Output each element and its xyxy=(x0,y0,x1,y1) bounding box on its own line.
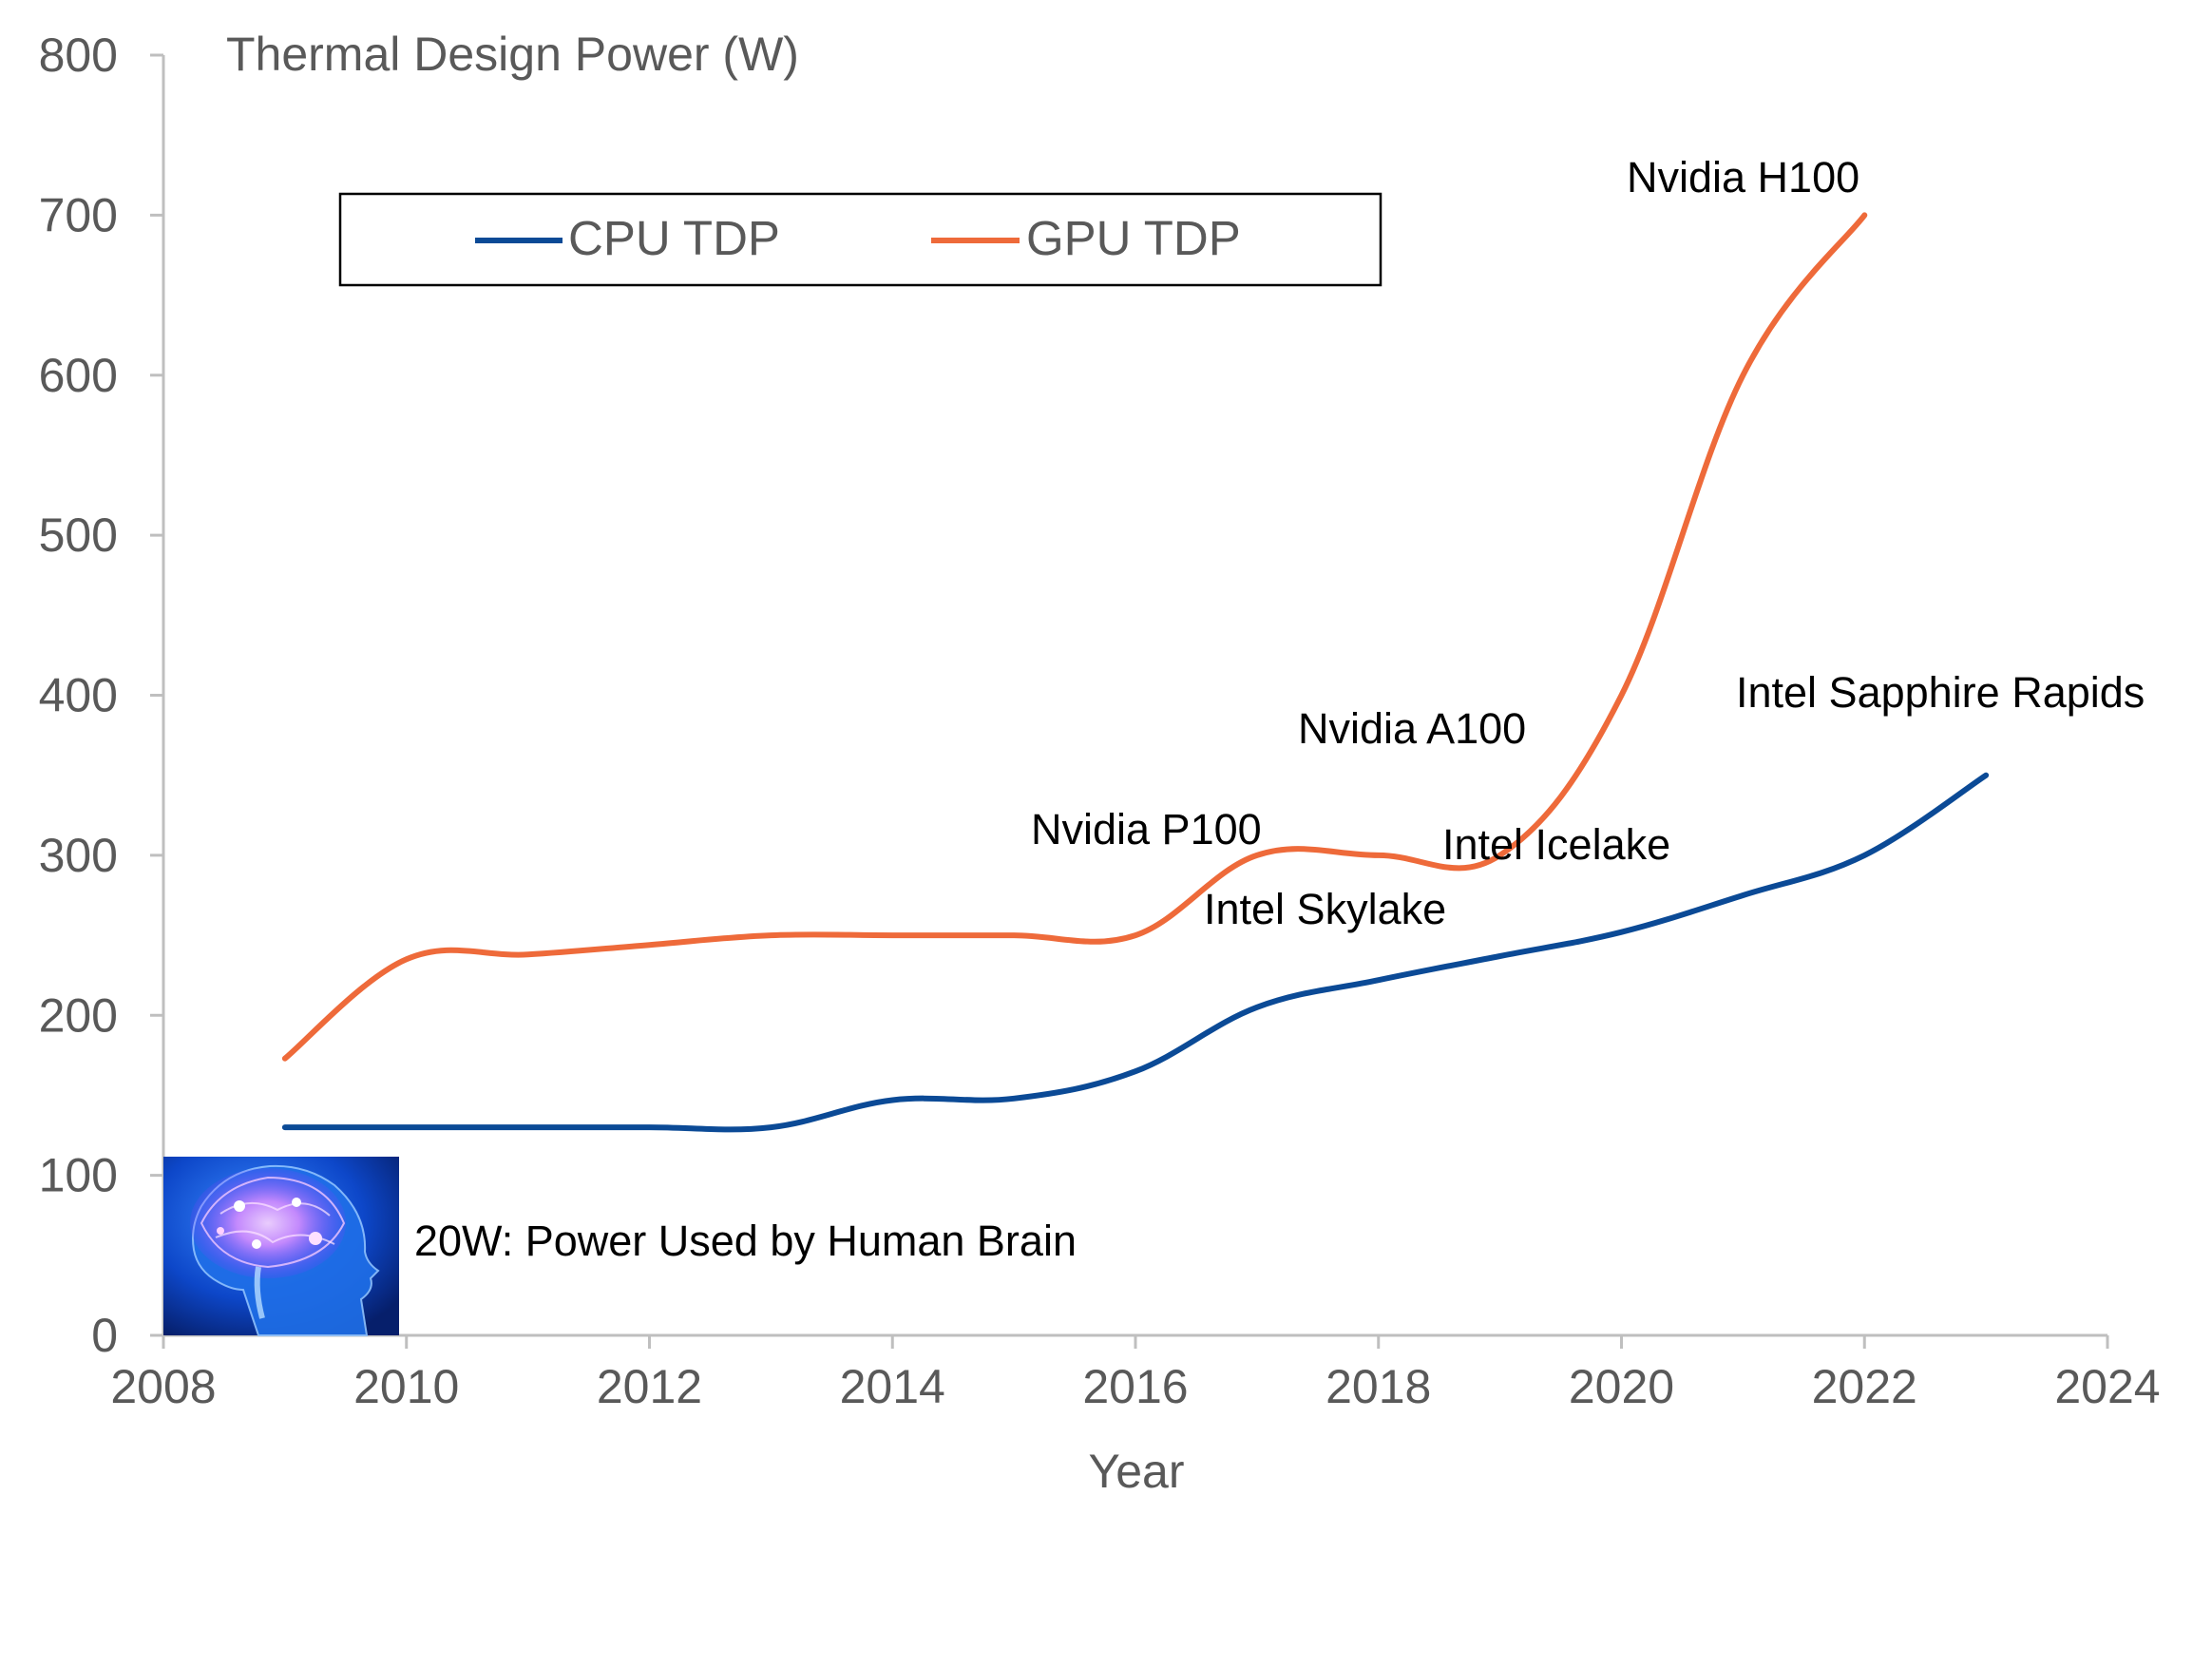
annotation-nvidia-p100: Nvidia P100 xyxy=(1031,805,1262,853)
x-tick-label: 2008 xyxy=(110,1360,216,1413)
annotation-nvidia-a100: Nvidia A100 xyxy=(1298,704,1526,753)
y-tick-label: 100 xyxy=(39,1149,118,1202)
y-tick-label: 300 xyxy=(39,829,118,882)
annotation-human-brain: 20W: Power Used by Human Brain xyxy=(414,1217,1077,1265)
legend-label-gpu: GPU TDP xyxy=(1026,211,1241,265)
human-brain-icon xyxy=(163,1157,399,1336)
y-tick-label: 400 xyxy=(39,669,118,722)
y-tick-label: 500 xyxy=(39,508,118,562)
legend-label-cpu: CPU TDP xyxy=(568,211,780,265)
annotation-intel-icelake: Intel Icelake xyxy=(1442,820,1670,869)
x-tick-label: 2024 xyxy=(2054,1360,2160,1413)
annotations: Nvidia H100 Intel Sapphire Rapids Nvidia… xyxy=(414,153,2145,1265)
x-tick-label: 2010 xyxy=(353,1360,459,1413)
annotation-intel-sapphire-rapids: Intel Sapphire Rapids xyxy=(1736,668,2145,717)
y-axis-title: Thermal Design Power (W) xyxy=(226,28,799,81)
y-tick-label: 600 xyxy=(39,349,118,402)
legend: CPU TDP GPU TDP xyxy=(338,192,1382,287)
x-tick-label: 2016 xyxy=(1082,1360,1188,1413)
series-line-cpu-tdp xyxy=(281,772,1990,1133)
y-ticks: 0 100 200 300 400 500 600 700 800 xyxy=(39,29,163,1362)
x-tick-label: 2012 xyxy=(597,1360,702,1413)
y-tick-label: 0 xyxy=(91,1309,118,1362)
x-tick-label: 2020 xyxy=(1569,1360,1674,1413)
x-tick-label: 2014 xyxy=(840,1360,945,1413)
y-tick-label: 700 xyxy=(39,188,118,241)
annotation-nvidia-h100: Nvidia H100 xyxy=(1627,153,1859,201)
x-tick-label: 2018 xyxy=(1325,1360,1431,1413)
series-line-gpu-tdp xyxy=(281,212,1868,1062)
x-ticks: 2008 2010 2012 2014 2016 2018 2020 2022 2024 xyxy=(110,1335,2161,1413)
x-axis-title: Year xyxy=(1088,1445,1184,1498)
y-tick-label: 200 xyxy=(39,988,118,1042)
annotation-intel-skylake: Intel Skylake xyxy=(1204,885,1446,933)
x-tick-label: 2022 xyxy=(1812,1360,1917,1413)
y-tick-label: 800 xyxy=(39,29,118,82)
series-layer xyxy=(281,212,1990,1133)
